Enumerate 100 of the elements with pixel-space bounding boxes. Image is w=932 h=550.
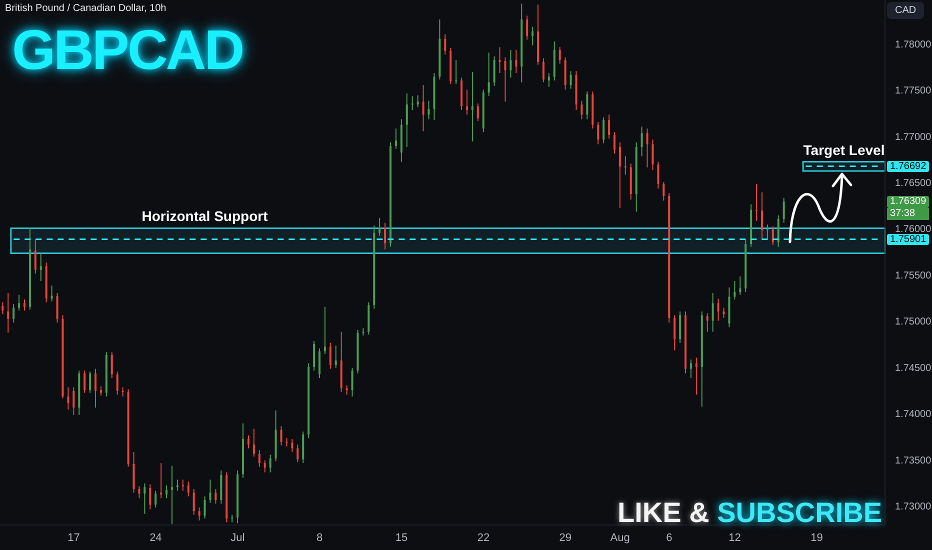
candlestick xyxy=(471,72,474,142)
candlestick xyxy=(324,306,326,355)
candlestick xyxy=(597,122,600,145)
candlestick xyxy=(318,348,320,379)
candlestick xyxy=(548,72,550,88)
candlestick xyxy=(498,46,501,74)
candlestick xyxy=(209,479,212,504)
candlestick xyxy=(166,484,168,499)
candlestick xyxy=(34,238,36,274)
candlestick xyxy=(50,285,53,302)
candlestick xyxy=(204,496,206,520)
candlestick xyxy=(84,370,86,394)
candlestick xyxy=(378,218,381,236)
candlestick xyxy=(329,342,332,370)
candlestick xyxy=(608,114,610,140)
candlestick xyxy=(214,488,217,504)
candlestick xyxy=(296,444,299,463)
chart-title: GBPCAD xyxy=(12,18,243,81)
candlestick xyxy=(416,94,419,108)
candlestick xyxy=(722,307,725,318)
candlestick xyxy=(286,438,288,447)
candlestick xyxy=(493,56,496,86)
ref-line-label: 1.75901 xyxy=(887,234,930,245)
candlestick xyxy=(23,298,26,312)
candlestick xyxy=(466,89,468,116)
candlestick xyxy=(192,488,195,516)
candlestick xyxy=(772,226,774,246)
candlestick xyxy=(351,367,354,398)
candlestick xyxy=(532,26,534,46)
candlestick xyxy=(657,161,660,190)
candlestick xyxy=(406,92,408,148)
x-tick-label: 17 xyxy=(68,532,80,544)
candlestick xyxy=(777,214,780,248)
x-tick-label: 15 xyxy=(395,532,408,544)
candlestick xyxy=(94,368,97,408)
x-tick-label: 22 xyxy=(477,532,490,544)
candlestick xyxy=(269,454,272,473)
x-tick-label: 24 xyxy=(150,532,162,544)
candlestick xyxy=(782,197,785,224)
candlestick xyxy=(198,506,200,521)
candlestick xyxy=(717,298,720,322)
candlestick xyxy=(712,292,714,332)
candlestick xyxy=(258,450,260,468)
candlestick xyxy=(690,359,692,379)
candlestick xyxy=(756,183,758,222)
candlestick xyxy=(100,386,102,396)
y-tick-label: 1.78000 xyxy=(895,39,932,50)
candlestick xyxy=(264,460,266,473)
candlestick xyxy=(734,280,736,300)
candlestick xyxy=(411,96,414,110)
candlestick xyxy=(252,428,255,458)
annotation: LIKE & SUBSCRIBE xyxy=(618,497,882,528)
y-tick-label: 1.75000 xyxy=(895,316,932,328)
candlestick xyxy=(7,292,10,334)
candlestick xyxy=(488,52,490,97)
candlestick xyxy=(706,312,708,332)
candlestick xyxy=(428,100,430,120)
y-tick-label: 1.73500 xyxy=(895,455,932,466)
candlestick xyxy=(613,132,616,154)
candlestick xyxy=(89,371,92,394)
x-tick-label: Jul xyxy=(230,532,245,544)
candlestick xyxy=(760,192,763,240)
band-label: Target Level xyxy=(802,142,886,158)
candlestick xyxy=(116,371,118,396)
candlestick xyxy=(291,438,294,452)
candlestick xyxy=(624,156,626,176)
candlestick xyxy=(280,426,282,446)
y-tick-label: 1.77500 xyxy=(895,86,932,97)
y-tick-label: 1.76500 xyxy=(895,178,932,189)
y-tick-label: 1.73000 xyxy=(895,501,932,512)
candlestick xyxy=(766,224,768,240)
currency-button: CAD xyxy=(887,2,924,19)
text: 37:38 xyxy=(887,208,929,220)
candlestick xyxy=(580,100,583,120)
candlestick xyxy=(394,128,397,150)
candlestick xyxy=(138,486,140,499)
candlestick xyxy=(313,340,316,372)
candlestick xyxy=(558,46,561,64)
x-tick-label: 19 xyxy=(810,532,823,544)
candlestick xyxy=(2,302,4,315)
y-tick-label: 1.77000 xyxy=(895,132,932,143)
candlestick xyxy=(444,34,446,56)
candlestick xyxy=(182,479,184,492)
candlestick xyxy=(247,434,250,449)
y-tick-label: 1.76000 xyxy=(895,224,932,236)
candlestick xyxy=(542,58,544,83)
candlestick xyxy=(602,116,605,144)
candlestick xyxy=(149,484,152,510)
candlestick xyxy=(160,462,162,499)
ref-line-label: 1.76692 xyxy=(887,160,930,172)
y-tick-label: 1.75500 xyxy=(895,270,932,282)
candlestick xyxy=(67,386,70,410)
candlestick xyxy=(110,352,113,379)
y-tick-label: 1.74500 xyxy=(895,362,932,374)
candlestick xyxy=(40,252,42,282)
x-tick-label: 8 xyxy=(316,532,323,544)
candlestick xyxy=(122,386,124,398)
candlestick xyxy=(455,60,458,85)
candlestick xyxy=(515,49,518,74)
candlestick xyxy=(739,276,742,296)
